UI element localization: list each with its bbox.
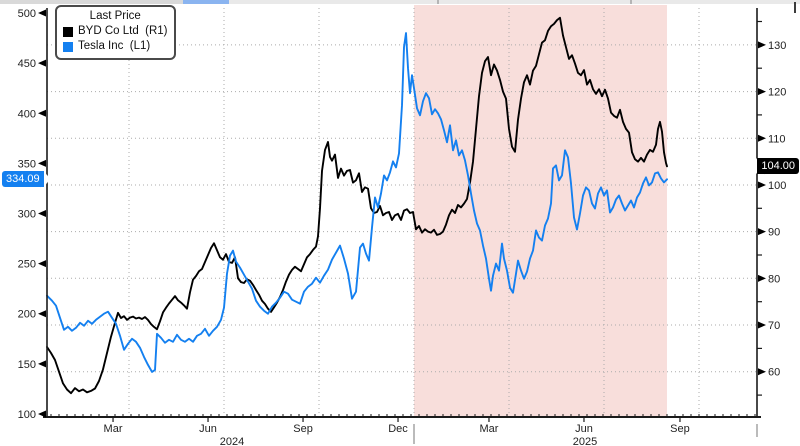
left-axis-tick-marker [38, 410, 46, 418]
x-axis-year-label: 2025 [573, 436, 597, 446]
right-axis-tick-marker [758, 181, 766, 189]
byd-last-price-flag: 104.00 [751, 158, 799, 174]
top-strip-segment [0, 0, 183, 4]
right-axis-tick-marker [758, 228, 766, 236]
left-axis-tick-label: 100 [18, 409, 36, 421]
right-axis-tick-marker [758, 368, 766, 376]
left-axis-tick-label: 450 [18, 58, 36, 70]
x-axis-month-label: Jun [199, 423, 217, 435]
x-axis-month-label: Jun [575, 423, 593, 435]
left-axis-tick-marker [38, 9, 46, 17]
left-axis-tick-label: 400 [18, 108, 36, 120]
right-axis-tick-label: 70 [768, 320, 780, 332]
x-axis-year-label: 2024 [220, 436, 244, 446]
right-axis-tick-marker [758, 321, 766, 329]
legend-item-byd[interactable]: BYD Co Ltd (R1) [63, 24, 167, 39]
window-edge-artifact [794, 2, 796, 13]
right-axis-tick-marker [758, 134, 766, 142]
left-axis-tick-label: 500 [18, 8, 36, 20]
left-axis-tick-marker [38, 260, 46, 268]
left-axis-tick-marker [38, 310, 46, 318]
right-axis-tick-label: 60 [768, 367, 780, 379]
byd-co-ltd-line-series [46, 16, 668, 395]
tesla-color-swatch [63, 41, 73, 52]
left-axis-tick-label: 150 [18, 359, 36, 371]
x-axis-month-label: Mar [479, 423, 498, 435]
top-strip-highlight-segment [183, 0, 229, 4]
left-axis-tick-label: 200 [18, 309, 36, 321]
legend-item-tesla[interactable]: Tesla Inc (L1) [63, 39, 167, 54]
x-axis-month-label: Dec [388, 423, 408, 435]
x-axis-month-label: Mar [104, 423, 123, 435]
right-axis-tick-label: 110 [768, 133, 786, 145]
left-axis-tick-label: 350 [18, 158, 36, 170]
right-axis-tick-label: 100 [768, 180, 786, 192]
left-axis-tick-marker [38, 59, 46, 67]
tesla-last-price-flag: 334.09 [2, 171, 50, 187]
right-axis-tick-label: 80 [768, 273, 780, 285]
window-top-strip [0, 0, 800, 4]
chart-legend[interactable]: Last Price BYD Co Ltd (R1) Tesla Inc (L1… [55, 5, 177, 60]
x-axis-month-label: Sep [670, 423, 690, 435]
right-axis-tick-marker [758, 274, 766, 282]
right-axis-tick-marker [758, 88, 766, 96]
right-axis-tick-label: 120 [768, 87, 786, 99]
right-axis-tick-marker [758, 41, 766, 49]
left-axis-tick-marker [38, 360, 46, 368]
left-axis-tick-marker [38, 210, 46, 218]
top-strip-tick [437, 0, 439, 4]
left-axis-tick-marker [38, 159, 46, 167]
right-axis-tick-label: 130 [768, 40, 786, 52]
byd-color-swatch [63, 26, 73, 37]
top-strip-segment [229, 0, 800, 4]
tesla-inc-line-series [46, 32, 668, 373]
right-axis-tick-label: 90 [768, 227, 780, 239]
legend-item-label: BYD Co Ltd (R1) [78, 25, 168, 37]
left-axis-tick-label: 250 [18, 259, 36, 271]
legend-title: Last Price [89, 10, 141, 22]
legend-item-label: Tesla Inc (L1) [78, 40, 151, 52]
x-axis-month-label: Sep [293, 423, 313, 435]
left-axis-tick-marker [38, 109, 46, 117]
top-strip-tick [630, 0, 632, 4]
left-axis-tick-label: 300 [18, 209, 36, 221]
